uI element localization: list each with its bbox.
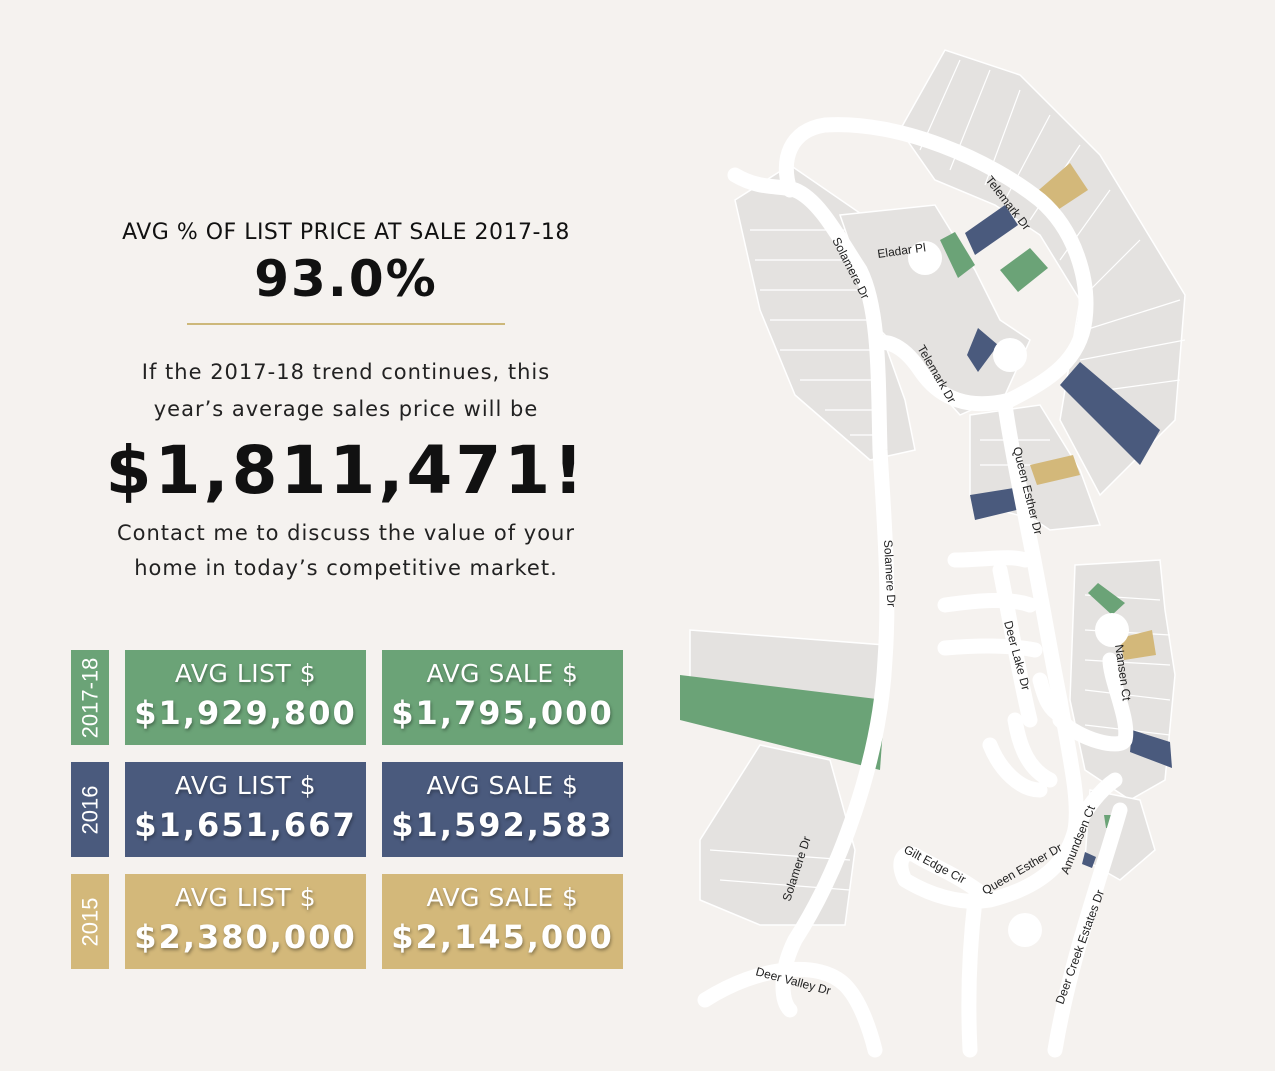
avg-sale-label: AVG SALE $ [426, 883, 579, 912]
trend-text-line-2: year’s average sales price will be [153, 397, 539, 421]
road-deer-lake-branch-5 [1007, 712, 1058, 788]
year-tab-2016: 2016 [71, 762, 109, 857]
sold-lot-2017-18 [680, 675, 885, 770]
trend-text-line-1: If the 2017-18 trend continues, this [141, 360, 551, 384]
avg-list-value: $1,651,667 [134, 806, 357, 844]
sold-lot-2017-18 [1088, 583, 1125, 615]
parcel-block-sw [699, 744, 856, 926]
sold-lot-2015 [1030, 455, 1080, 485]
road-deer-lake-branch-6 [1032, 672, 1068, 723]
year-label: 2016 [77, 785, 103, 834]
avg-sale-value: $1,795,000 [391, 694, 614, 732]
avg-sale-box-2015: AVG SALE $ $2,145,000 [382, 874, 623, 969]
kpi-label: AVG % OF LIST PRICE AT SALE 2017-18 [122, 220, 570, 245]
avg-list-value: $2,380,000 [134, 918, 357, 956]
street-label: Deer Creek Estates Dr [1053, 888, 1107, 1006]
avg-sale-value: $2,145,000 [391, 918, 614, 956]
road-deer-lake-branch-4 [982, 737, 1048, 798]
road-south-spur [961, 892, 983, 1058]
road-solamere [727, 167, 895, 1018]
avg-list-label: AVG LIST $ [174, 771, 317, 800]
street-label: Eladar Pl [876, 240, 926, 261]
contact-text-line-2: home in today’s competitive market. [134, 556, 558, 580]
year-label: 2017-18 [77, 657, 102, 738]
sold-lot-2016 [967, 328, 998, 372]
sold-lot-2016 [965, 205, 1018, 255]
road-queen-esther [893, 397, 1084, 909]
road-deer-lake-branch-2 [937, 593, 1038, 613]
sold-lot-2016 [1082, 852, 1096, 868]
road-nansen [1052, 652, 1134, 752]
year-tab-2015: 2015 [71, 874, 109, 969]
avg-sale-label: AVG SALE $ [426, 771, 579, 800]
avg-sale-value: $1,592,583 [391, 806, 614, 844]
sold-lot-2017-18 [940, 232, 975, 278]
avg-sale-label: AVG SALE $ [426, 659, 579, 688]
road-amundsen [1067, 772, 1123, 838]
neighborhood-map: Telemark Dr Eladar Pl Solamere Dr Telema… [670, 40, 1275, 1071]
contact-text-line-1: Contact me to discuss the value of your [116, 521, 575, 545]
sold-lot-2017-18 [1000, 248, 1048, 292]
road-deer-lake [992, 562, 1038, 728]
avg-sale-box-2016: AVG SALE $ $1,592,583 [382, 762, 623, 857]
stats-panel: AVG % OF LIST PRICE AT SALE 2017-18 93.0… [71, 220, 623, 969]
sold-lot-2015 [1120, 630, 1156, 660]
road-deer-creek-estates [1047, 802, 1128, 1058]
avg-list-box-2017-18: AVG LIST $ $1,929,800 [125, 650, 366, 745]
avg-list-box-2015: AVG LIST $ $2,380,000 [125, 874, 366, 969]
road-telemark [778, 117, 1094, 412]
avg-list-label: AVG LIST $ [174, 659, 317, 688]
divider [187, 323, 505, 325]
roads [697, 117, 1134, 1058]
map-svg: Telemark Dr Eladar Pl Solamere Dr Telema… [680, 49, 1186, 1058]
street-label: Solamere Dr [881, 539, 899, 607]
avg-list-box-2016: AVG LIST $ $1,651,667 [125, 762, 366, 857]
avg-list-label: AVG LIST $ [174, 883, 317, 912]
projected-price: $1,811,471! [105, 432, 587, 509]
sold-lot-2016 [1130, 730, 1172, 768]
sold-lot-2016 [1060, 362, 1160, 465]
avg-list-value: $1,929,800 [134, 694, 357, 732]
sold-lot-2016 [970, 487, 1025, 520]
avg-sale-box-2017-18: AVG SALE $ $1,795,000 [382, 650, 623, 745]
year-label: 2015 [77, 897, 103, 946]
road-deer-lake-branch-3 [937, 638, 1043, 658]
cul-de-sacs [908, 241, 1129, 947]
kpi-value: 93.0% [254, 250, 438, 308]
road-deer-lake-branch-1 [947, 550, 1033, 568]
year-tab-2017-18: 2017-18 [71, 650, 109, 745]
road-deer-valley [697, 961, 883, 1058]
